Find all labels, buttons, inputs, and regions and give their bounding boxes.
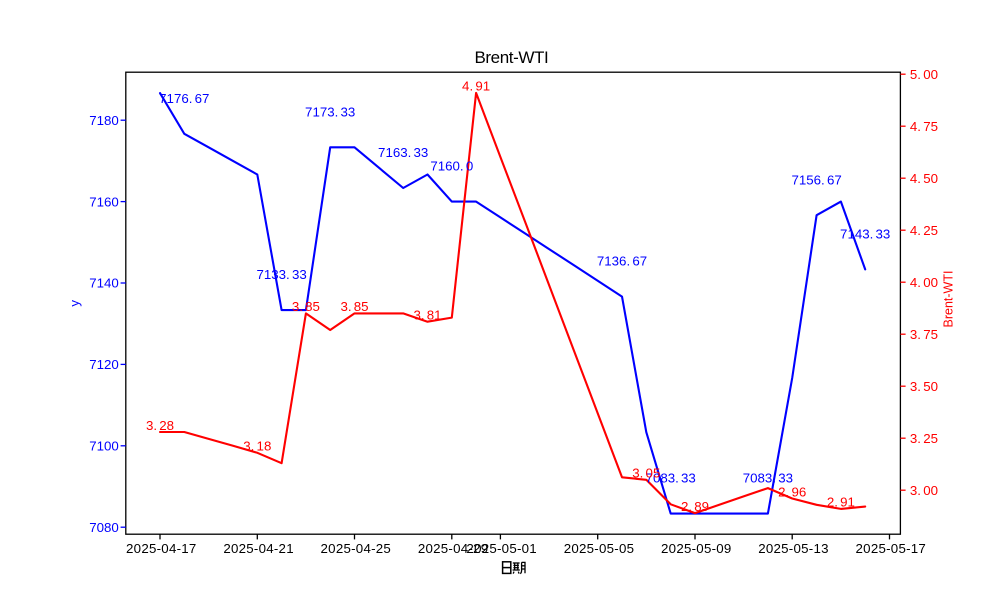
svg-text:2025-05-05: 2025-05-05	[564, 541, 635, 556]
svg-text:7173.33: 7173. 33	[305, 104, 355, 119]
svg-text:3.05: 3. 05	[632, 466, 660, 481]
svg-text:7143.33: 7143. 33	[840, 227, 890, 242]
svg-text:7083.33: 7083. 33	[646, 471, 696, 486]
svg-text:Brent-WTI: Brent-WTI	[942, 271, 956, 328]
svg-text:4.25: 4. 25	[910, 223, 938, 238]
svg-text:2025-04-29: 2025-04-29	[418, 541, 489, 556]
svg-text:2025-04-17: 2025-04-17	[126, 541, 197, 556]
svg-text:7176.67: 7176. 67	[159, 91, 209, 106]
svg-text:7163.33: 7163. 33	[378, 145, 428, 160]
svg-text:7080: 7080	[89, 520, 119, 535]
svg-text:3.00: 3. 00	[910, 483, 938, 498]
svg-text:4.75: 4. 75	[910, 119, 938, 134]
svg-text:7156.67: 7156. 67	[791, 172, 841, 187]
svg-text:Brent-WTI: Brent-WTI	[474, 48, 548, 67]
svg-text:2025-05-01: 2025-05-01	[466, 541, 537, 556]
svg-text:4.50: 4. 50	[910, 171, 938, 186]
svg-text:7180: 7180	[89, 113, 119, 128]
svg-text:4.00: 4. 00	[910, 275, 938, 290]
svg-text:3.28: 3. 28	[146, 418, 174, 433]
svg-text:2025-05-17: 2025-05-17	[856, 541, 927, 556]
svg-text:7160: 7160	[89, 194, 119, 209]
svg-text:3.18: 3. 18	[243, 439, 271, 454]
svg-text:7120: 7120	[89, 357, 119, 372]
svg-text:2025-04-21: 2025-04-21	[223, 541, 294, 556]
svg-text:2025-05-09: 2025-05-09	[661, 541, 732, 556]
svg-text:5.00: 5. 00	[910, 67, 938, 82]
svg-text:3.25: 3. 25	[910, 431, 938, 446]
svg-text:3.75: 3. 75	[910, 327, 938, 342]
svg-text:7160.0: 7160. 0	[430, 159, 473, 174]
svg-text:7100: 7100	[89, 439, 119, 454]
svg-text:3.85: 3. 85	[292, 299, 320, 314]
svg-text:2.96: 2. 96	[778, 484, 806, 499]
svg-text:7133.33: 7133. 33	[256, 267, 306, 282]
svg-text:4.91: 4. 91	[462, 79, 490, 94]
svg-text:2.89: 2. 89	[681, 499, 709, 514]
svg-text:3.85: 3. 85	[340, 299, 368, 314]
svg-text:7136.67: 7136. 67	[597, 254, 647, 269]
svg-text:2.91: 2. 91	[827, 495, 855, 510]
svg-text:3.50: 3. 50	[910, 379, 938, 394]
svg-text:7140: 7140	[89, 276, 119, 291]
svg-text:2025-05-13: 2025-05-13	[758, 541, 829, 556]
svg-text:7083.33: 7083. 33	[743, 471, 793, 486]
svg-text:y: y	[67, 300, 82, 307]
svg-text:3.81: 3. 81	[413, 308, 441, 323]
svg-text:2025-04-25: 2025-04-25	[321, 541, 392, 556]
